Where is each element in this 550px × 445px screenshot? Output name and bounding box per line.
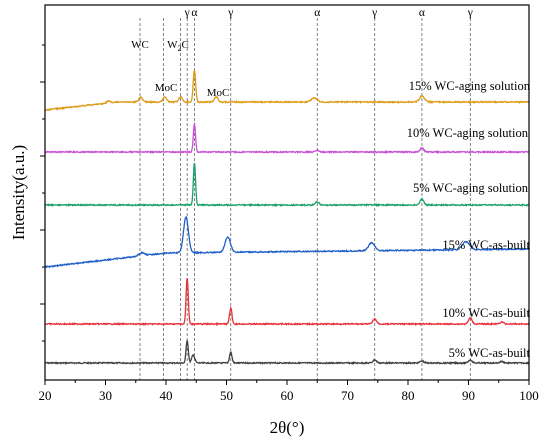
x-tick-label: 20 (39, 388, 52, 403)
series-line (44, 340, 530, 366)
y-axis-label: Intensity(a.u.) (9, 145, 28, 240)
x-axis-label: 2θ(°) (270, 418, 305, 437)
series-label: 5% WC-as-built (449, 346, 531, 360)
series-label: 15% WC-aging solution (409, 79, 531, 93)
series-line (44, 162, 530, 208)
x-tick-label: 60 (281, 388, 294, 403)
phase-label: WC (131, 39, 149, 51)
x-tick-label: 50 (220, 388, 233, 403)
x-tick-label: 40 (160, 388, 173, 403)
series-label: 10% WC-as-built (442, 306, 530, 320)
annotation-label: MoC (155, 82, 178, 94)
x-tick-label: 100 (519, 388, 539, 403)
series-label: 10% WC-aging solution (407, 126, 529, 140)
series-label: 15% WC-as-built (442, 238, 530, 252)
series-line (44, 277, 530, 327)
phase-label: α (419, 7, 425, 19)
axes: 20 30 40 50 60 70 80 90 100 (39, 4, 539, 403)
phase-label: γ (184, 7, 190, 19)
series-labels: 5% WC-as-built 10% WC-as-built 15% WC-as-b… (407, 79, 531, 360)
x-tick-label: 30 (99, 388, 112, 403)
series-line (44, 215, 530, 269)
annotation-label: W2C (167, 39, 189, 53)
series-label: 5% WC-aging solution (413, 181, 529, 195)
x-tick-label: 90 (462, 388, 475, 403)
annotation-label: MoC (207, 87, 230, 99)
series-line (44, 69, 530, 112)
phase-label: γ (227, 7, 233, 19)
phase-label: γ (467, 7, 473, 19)
phase-label: α (191, 7, 197, 19)
x-tick-label: 80 (402, 388, 415, 403)
phase-label: α (314, 7, 320, 19)
x-tick-label: 70 (341, 388, 354, 403)
series-group (44, 69, 530, 366)
phase-label: γ (371, 7, 377, 19)
series-line (44, 121, 530, 155)
